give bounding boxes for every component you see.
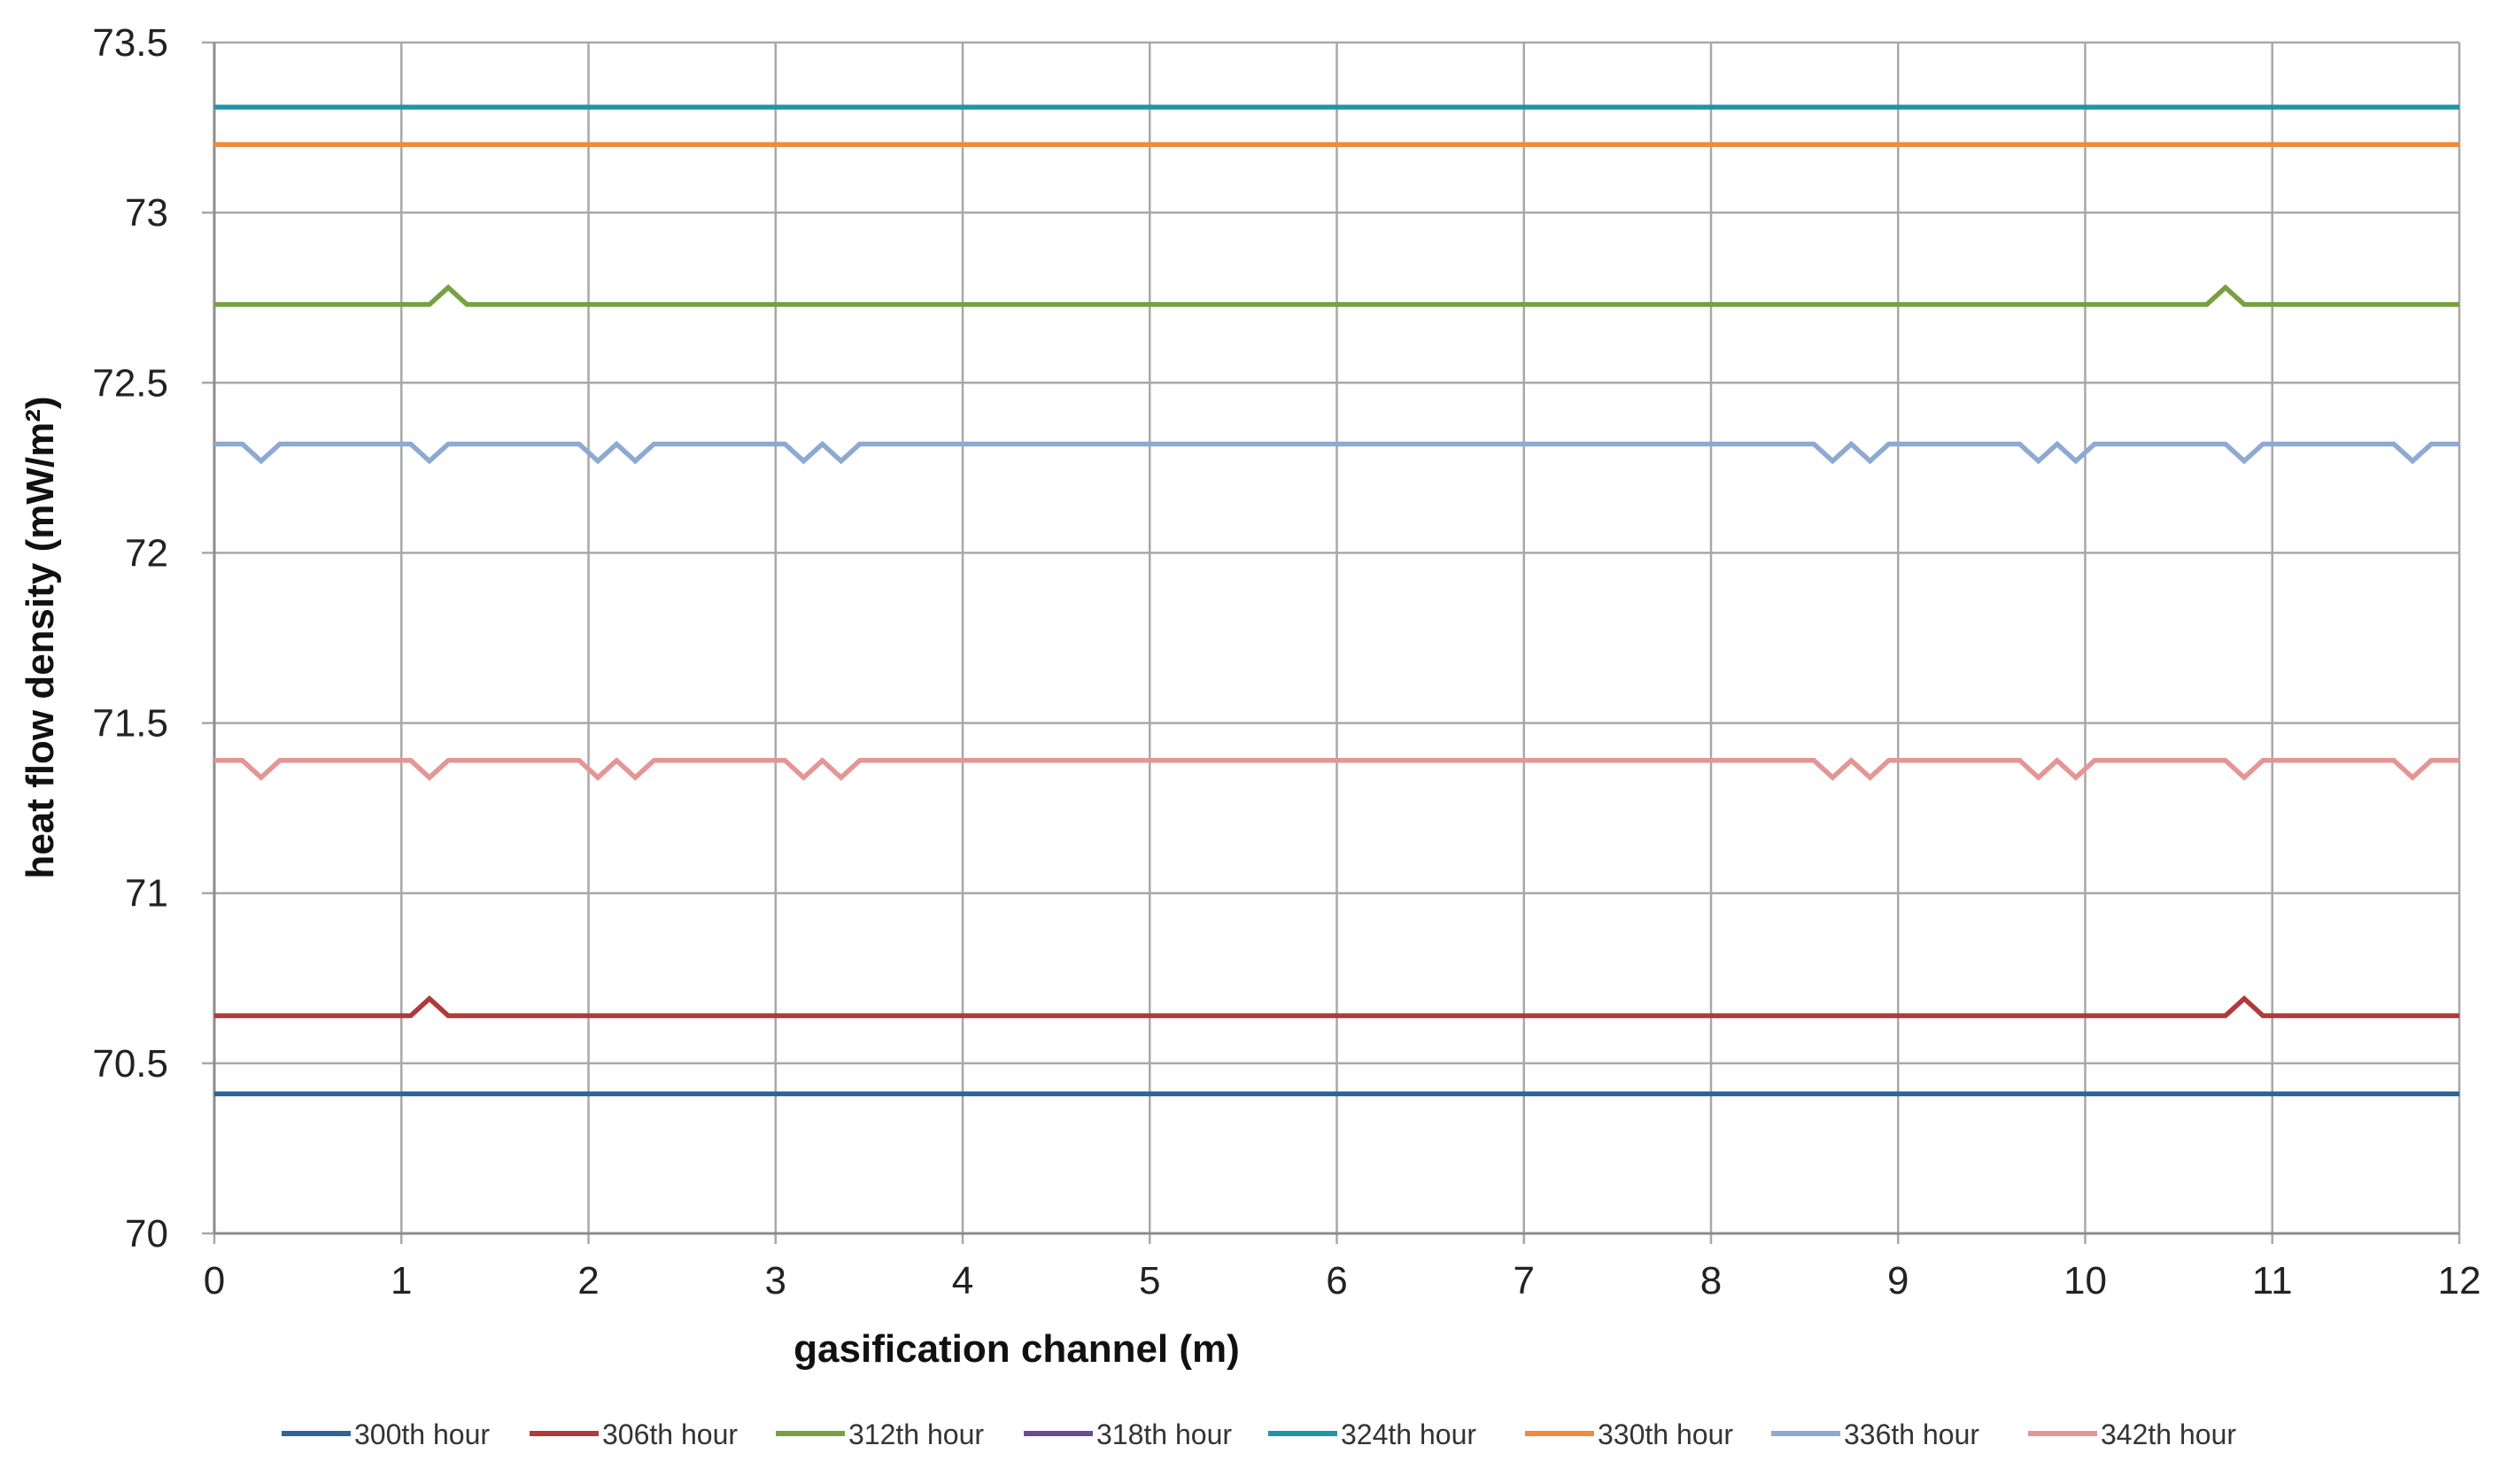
legend-item[interactable]: 312th hour (776, 1418, 984, 1450)
y-tick-label: 71 (125, 872, 168, 916)
legend-item[interactable]: 324th hour (1268, 1418, 1476, 1450)
legend-label: 330th hour (1598, 1418, 1733, 1450)
legend-item[interactable]: 300th hour (282, 1418, 490, 1450)
x-tick-label: 4 (952, 1259, 973, 1302)
series-line-8 (214, 757, 2459, 781)
legend-item[interactable]: 342th hour (2028, 1418, 2236, 1450)
y-tick-label: 72.5 (92, 361, 168, 405)
x-tick-label: 12 (2438, 1259, 2481, 1302)
x-tick-label: 10 (2063, 1259, 2107, 1302)
x-axis-title: gasification channel (m) (794, 1327, 1240, 1371)
x-tick-label: 1 (391, 1259, 412, 1302)
axes (213, 43, 2459, 1235)
x-tick-label: 6 (1326, 1259, 1347, 1302)
legend[interactable]: 300th hour 306th hour 312th hour 318th hour… (282, 1418, 2236, 1450)
series-line-2 (214, 995, 2459, 1018)
y-tick-label: 73 (125, 191, 168, 235)
legend-item[interactable]: 336th hour (1771, 1418, 1979, 1450)
legend-label: 318th hour (1096, 1418, 1232, 1450)
legend-label: 336th hour (1844, 1418, 1979, 1450)
x-tick-label: 2 (577, 1259, 599, 1302)
y-tick-label: 70 (125, 1212, 168, 1256)
x-tick-label: 3 (765, 1259, 786, 1302)
x-tick-label: 5 (1139, 1259, 1160, 1302)
y-tick-label: 71.5 (92, 702, 168, 746)
x-tick-label: 8 (1700, 1259, 1722, 1302)
series-line-3 (214, 283, 2459, 307)
x-tick-label: 7 (1514, 1259, 1535, 1302)
legend-item[interactable]: 318th hour (1024, 1418, 1232, 1450)
legend-label: 306th hour (602, 1418, 738, 1450)
series-line-7 (214, 440, 2459, 465)
legend-item[interactable]: 330th hour (1525, 1418, 1733, 1450)
x-tick-label: 9 (1887, 1259, 1908, 1302)
legend-label: 300th hour (354, 1418, 490, 1450)
y-tick-label: 70.5 (92, 1042, 168, 1086)
legend-label: 324th hour (1341, 1418, 1476, 1450)
y-axis-title: heat flow density (mW/m²) (19, 396, 62, 878)
x-tick-label: 11 (2252, 1259, 2293, 1302)
y-tick-label: 73.5 (92, 21, 168, 65)
y-tick-label: 72 (125, 531, 168, 575)
legend-label: 312th hour (848, 1418, 984, 1450)
legend-label: 342th hour (2101, 1418, 2236, 1450)
series-lines (214, 104, 2459, 1097)
legend-item[interactable]: 306th hour (530, 1418, 738, 1450)
x-tick-label: 0 (204, 1259, 225, 1302)
